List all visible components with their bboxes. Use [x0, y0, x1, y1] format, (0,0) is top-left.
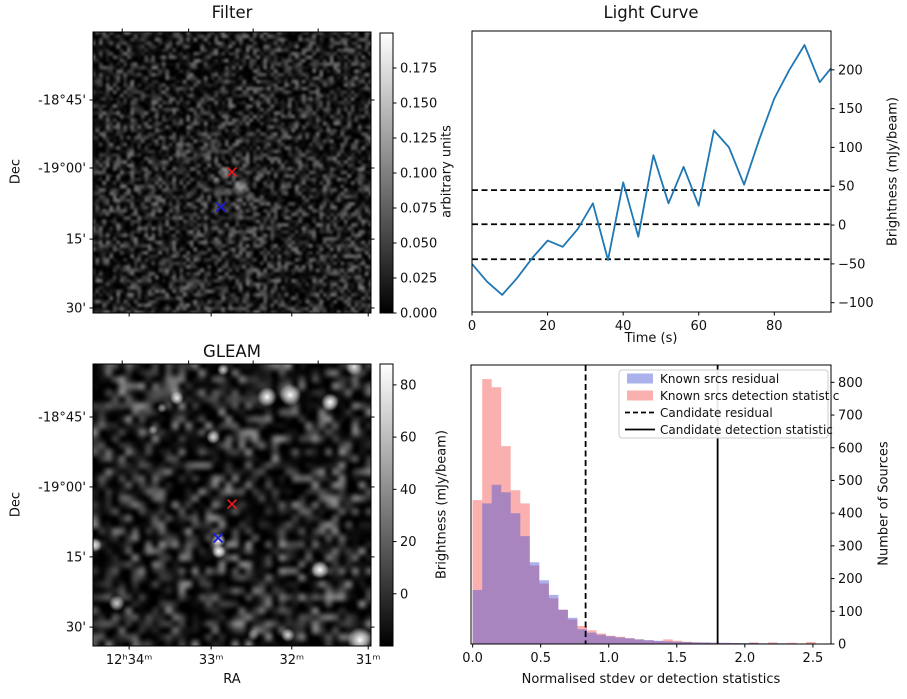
gleam-panel-colorbar: 0 20 40 60 80	[379, 363, 417, 647]
light-curve-panel: 0 20 40 60 80 −100 −50 0 50 100 150 200	[468, 30, 874, 334]
filter-yaxis-label: Dec	[8, 158, 24, 185]
histogram-yaxis-label: Number of Sources	[876, 441, 892, 566]
svg-text:0.025: 0.025	[400, 272, 437, 287]
svg-text:32ᵐ: 32ᵐ	[279, 653, 304, 668]
svg-text:60: 60	[690, 319, 707, 334]
svg-text:-19°00': -19°00'	[38, 162, 86, 177]
svg-text:15': 15'	[66, 233, 86, 248]
gleam-panel: 12ʰ34ᵐ 33ᵐ 32ᵐ 31ᵐ -18°45' -19°00' 15' 30'	[38, 360, 381, 668]
histogram-legend: Known srcs residual Known srcs detection …	[618, 369, 839, 439]
gleam-panel-colorbar-gradient	[379, 363, 394, 647]
svg-text:33ᵐ: 33ᵐ	[199, 653, 224, 668]
svg-text:80: 80	[400, 378, 417, 393]
light-curve-yaxis-label: Brightness (mJy/beam)	[885, 97, 901, 246]
svg-text:0: 0	[838, 219, 846, 234]
svg-text:0.5: 0.5	[530, 651, 551, 666]
gleam-title: GLEAM	[203, 342, 261, 361]
histogram-series-known-srcs-residual	[472, 484, 787, 644]
svg-text:800: 800	[838, 376, 863, 391]
svg-text:60: 60	[400, 431, 417, 446]
svg-text:30': 30'	[66, 301, 86, 316]
svg-text:31ᵐ: 31ᵐ	[356, 653, 381, 668]
svg-text:1.0: 1.0	[598, 651, 619, 666]
light-curve-title: Light Curve	[603, 3, 699, 22]
svg-text:200: 200	[838, 63, 863, 78]
svg-text:40: 40	[615, 319, 632, 334]
filter-panel: -18°45' -19°00' 15' 30'	[38, 28, 375, 317]
histogram-panel: 0.0 0.5 1.0 1.5 2.0 2.5 0 100 200 300 400 500 600 700…	[462, 364, 863, 666]
svg-text:−50: −50	[838, 257, 865, 272]
svg-text:0.050: 0.050	[400, 237, 437, 252]
svg-text:0: 0	[468, 319, 476, 334]
svg-text:-18°45': -18°45'	[38, 94, 86, 109]
gleam-yaxis-label: Dec	[8, 491, 24, 518]
filter-title: Filter	[211, 3, 253, 22]
svg-text:30': 30'	[66, 621, 86, 636]
svg-text:12ʰ34ᵐ: 12ʰ34ᵐ	[106, 653, 152, 668]
light-curve-line	[471, 44, 832, 296]
svg-text:0.0: 0.0	[462, 651, 483, 666]
svg-text:700: 700	[838, 409, 863, 424]
svg-text:15': 15'	[66, 550, 86, 565]
legend-swatch-patch	[627, 390, 653, 401]
histogram-xaxis-label: Normalised stdev or detection statistics	[521, 672, 781, 687]
svg-text:20: 20	[539, 319, 556, 334]
filter-colorbar-label: arbitrary units	[439, 125, 455, 218]
svg-text:1.5: 1.5	[666, 651, 687, 666]
histogram-series-known-srcs-detection-statistic	[472, 379, 816, 644]
svg-text:0.075: 0.075	[400, 202, 437, 217]
svg-text:300: 300	[838, 539, 863, 554]
svg-text:0.125: 0.125	[400, 132, 437, 147]
svg-text:0.175: 0.175	[400, 62, 437, 77]
filter-panel-colorbar-gradient	[379, 32, 394, 314]
svg-text:80: 80	[766, 319, 783, 334]
svg-text:400: 400	[838, 507, 863, 522]
svg-text:Candidate detection statistic: Candidate detection statistic	[660, 423, 833, 437]
svg-text:500: 500	[838, 474, 863, 489]
filter-panel-colorbar: 0.000 0.025 0.050 0.075 0.100 0.125 0.150 0.175	[379, 32, 437, 322]
svg-text:0: 0	[838, 638, 846, 653]
svg-text:Candidate residual: Candidate residual	[660, 406, 773, 420]
svg-text:-18°45': -18°45'	[38, 411, 86, 426]
svg-text:0.000: 0.000	[400, 307, 437, 322]
legend-swatch-patch	[627, 373, 653, 384]
svg-text:−100: −100	[838, 296, 874, 311]
svg-text:50: 50	[838, 180, 855, 195]
svg-text:Known srcs detection statistic: Known srcs detection statistic	[660, 389, 839, 403]
svg-text:100: 100	[838, 605, 863, 620]
svg-text:0.100: 0.100	[400, 167, 437, 182]
svg-text:600: 600	[838, 441, 863, 456]
svg-text:150: 150	[838, 102, 863, 117]
svg-text:200: 200	[838, 572, 863, 587]
svg-text:0: 0	[400, 587, 408, 602]
svg-text:-19°00': -19°00'	[38, 480, 86, 495]
svg-text:2.0: 2.0	[735, 651, 756, 666]
svg-text:100: 100	[838, 141, 863, 156]
svg-text:Known srcs residual: Known srcs residual	[660, 372, 779, 386]
gleam-xaxis-label: RA	[223, 672, 241, 687]
svg-text:20: 20	[400, 535, 417, 550]
svg-text:2.5: 2.5	[803, 651, 824, 666]
svg-text:40: 40	[400, 483, 417, 498]
gleam-colorbar-label: Brightness (mJy/beam)	[434, 430, 450, 579]
light-curve-xaxis-label: Time (s)	[624, 331, 678, 346]
svg-text:0.150: 0.150	[400, 97, 437, 112]
